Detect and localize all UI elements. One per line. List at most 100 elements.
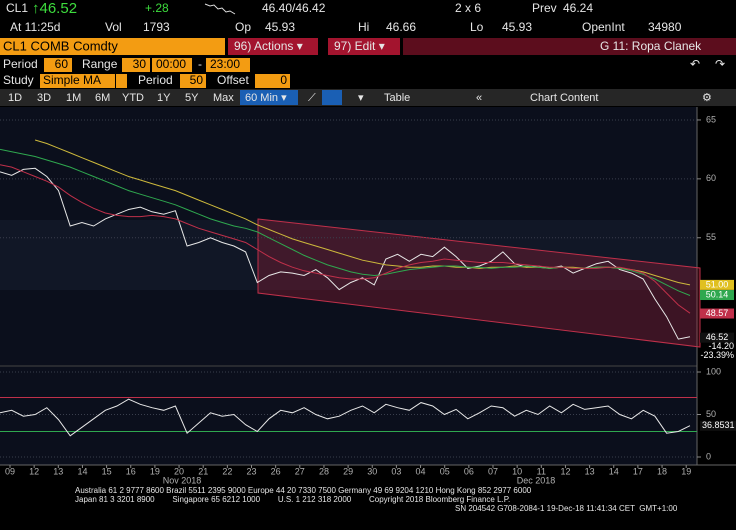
- footer-line: SN 204542 G708-2084-1 19-Dec-18 11:41:34…: [455, 504, 678, 513]
- offset-label: Offset: [217, 73, 249, 87]
- dropdown[interactable]: [116, 74, 127, 88]
- dropdown-icon[interactable]: ▾: [358, 92, 364, 104]
- last-price: ↑46.52: [32, 0, 77, 17]
- offset[interactable]: 0: [280, 73, 287, 87]
- x-tick-label: 14: [609, 466, 619, 476]
- ticker: CL1: [6, 1, 28, 15]
- last-value-label: 46.52: [706, 332, 729, 342]
- trend-channel: [257, 218, 701, 348]
- month-label: Dec 2018: [517, 475, 556, 485]
- table-button[interactable]: Table: [384, 92, 410, 104]
- toolbar: [0, 89, 736, 106]
- x-tick-label: 16: [126, 466, 136, 476]
- chart-type-icon[interactable]: ⟋: [308, 92, 316, 104]
- interval-button[interactable]: [240, 90, 298, 105]
- series-line: [0, 164, 691, 314]
- low-label: Lo: [470, 20, 484, 34]
- open: 45.93: [265, 20, 295, 34]
- y-tick-label: 0: [706, 451, 711, 461]
- study[interactable]: Simple MA: [43, 73, 101, 87]
- x-tick-label: 30: [367, 466, 377, 476]
- range-button[interactable]: 5Y: [185, 92, 199, 104]
- change-label: -23.39%: [700, 350, 734, 360]
- oi: 34980: [648, 20, 682, 34]
- last-value-label: 51.00: [706, 279, 729, 289]
- actions-button[interactable]: [228, 38, 318, 55]
- x-tick-label: 19: [681, 466, 691, 476]
- study-period[interactable]: 50: [190, 73, 204, 87]
- start[interactable]: 00:00: [156, 57, 186, 71]
- field[interactable]: [255, 74, 290, 88]
- last-value-label: 50.14: [706, 289, 729, 299]
- sparkline: [204, 3, 236, 15]
- x-tick-label: 18: [657, 466, 667, 476]
- field[interactable]: [122, 58, 150, 72]
- icon-button[interactable]: [322, 90, 342, 105]
- vol-label: Vol: [105, 20, 122, 34]
- x-tick-label: 14: [77, 466, 87, 476]
- y-tick-label: 55: [706, 232, 716, 242]
- security: CL1 COMB Comdty: [3, 38, 118, 53]
- x-tick-label: 04: [416, 466, 426, 476]
- range-button[interactable]: 1M: [66, 92, 81, 104]
- edit-button[interactable]: [328, 38, 400, 55]
- series-line: [0, 398, 691, 437]
- x-tick-label: 12: [560, 466, 570, 476]
- field[interactable]: [180, 74, 206, 88]
- range-button[interactable]: Max: [213, 92, 234, 104]
- y-tick-label: 100: [706, 366, 721, 376]
- x-tick-label: 12: [29, 466, 39, 476]
- actions[interactable]: 96) Actions ▾: [234, 39, 303, 53]
- footer-line: Australia 61 2 9777 8600 Brazil 5511 239…: [75, 486, 532, 495]
- change-label: -14.20: [708, 341, 734, 351]
- study-label: Study: [3, 73, 34, 87]
- period[interactable]: 60: [55, 57, 69, 71]
- range-button[interactable]: 6M: [95, 92, 110, 104]
- last-value-box: [700, 279, 734, 290]
- field[interactable]: [206, 58, 250, 72]
- x-tick-label: 13: [585, 466, 595, 476]
- range-button[interactable]: 1D: [8, 92, 22, 104]
- range[interactable]: 30: [133, 57, 147, 71]
- field[interactable]: [152, 58, 192, 72]
- open-label: Op: [235, 20, 251, 34]
- bid-ask: 46.40/46.42: [262, 1, 326, 15]
- last-value-label: 48.57: [706, 308, 729, 318]
- last-value-box: [700, 332, 734, 343]
- chart-content-button[interactable]: Chart Content: [530, 92, 598, 104]
- undo[interactable]: ↶: [690, 57, 700, 71]
- x-tick-label: 29: [343, 466, 353, 476]
- range-button[interactable]: 3D: [37, 92, 51, 104]
- x-tick-label: 27: [295, 466, 305, 476]
- oi-label: OpenInt: [582, 20, 625, 34]
- x-tick-label: 06: [464, 466, 474, 476]
- y-tick-label: 65: [706, 114, 716, 124]
- range-label: Range: [82, 57, 118, 71]
- settings-icon[interactable]: ⚙: [702, 92, 712, 104]
- edit[interactable]: 97) Edit ▾: [334, 39, 385, 53]
- last-value-box: [700, 290, 734, 301]
- range-button[interactable]: 1Y: [157, 92, 171, 104]
- study-period-label: Period: [138, 73, 173, 87]
- range-button[interactable]: YTD: [122, 92, 144, 104]
- prev-label: Prev: [532, 1, 557, 15]
- x-tick-label: 03: [391, 466, 401, 476]
- end[interactable]: 23:00: [210, 57, 240, 71]
- change: +.28: [145, 1, 169, 15]
- x-tick-label: 10: [512, 466, 522, 476]
- redo[interactable]: ↷: [715, 57, 725, 71]
- x-tick-label: 26: [271, 466, 281, 476]
- field[interactable]: [44, 58, 72, 72]
- x-tick-label: 17: [633, 466, 643, 476]
- interval[interactable]: 60 Min ▾: [245, 92, 287, 104]
- x-tick-label: 20: [174, 466, 184, 476]
- period-label: Period: [3, 57, 38, 71]
- x-tick-label: 09: [5, 466, 15, 476]
- time: At 11:25d: [10, 20, 60, 34]
- collapse-icon[interactable]: «: [476, 92, 482, 104]
- field[interactable]: [40, 74, 115, 88]
- vol: 1793: [143, 20, 170, 34]
